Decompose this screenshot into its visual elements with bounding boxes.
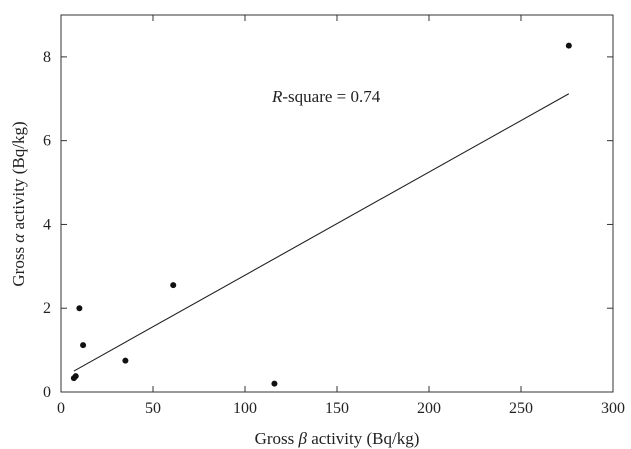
x-tick-label: 100 [233, 400, 257, 417]
y-tick-label: 4 [43, 216, 51, 233]
data-points [70, 42, 572, 387]
fit-line-group [73, 93, 570, 372]
data-point [80, 342, 87, 349]
r-square-annotation: R-square = 0.74 [271, 87, 381, 106]
data-point [72, 373, 79, 380]
y-tick-label: 2 [43, 300, 51, 317]
axis-ticks: 0 50 100 150 200 250 300 0 2 4 6 8 [43, 15, 625, 417]
x-tick-label: 300 [601, 400, 625, 417]
y-axis-title: Gross α activity (Bq/kg) [9, 121, 28, 286]
x-axis-title: Gross β activity (Bq/kg) [255, 429, 420, 448]
x-tick-label: 150 [325, 400, 349, 417]
x-tick-label: 250 [509, 400, 533, 417]
data-point [565, 42, 572, 49]
regression-line [73, 93, 570, 372]
x-tick-label: 200 [417, 400, 441, 417]
y-tick-label: 0 [43, 384, 51, 401]
y-tick-label: 8 [43, 49, 51, 66]
data-point [170, 282, 177, 289]
x-tick-label: 0 [57, 400, 65, 417]
data-point [122, 357, 129, 364]
data-point [76, 305, 83, 312]
plot-frame [60, 14, 614, 393]
data-point [271, 380, 278, 387]
x-tick-label: 50 [145, 400, 161, 417]
y-tick-label: 6 [43, 133, 51, 150]
